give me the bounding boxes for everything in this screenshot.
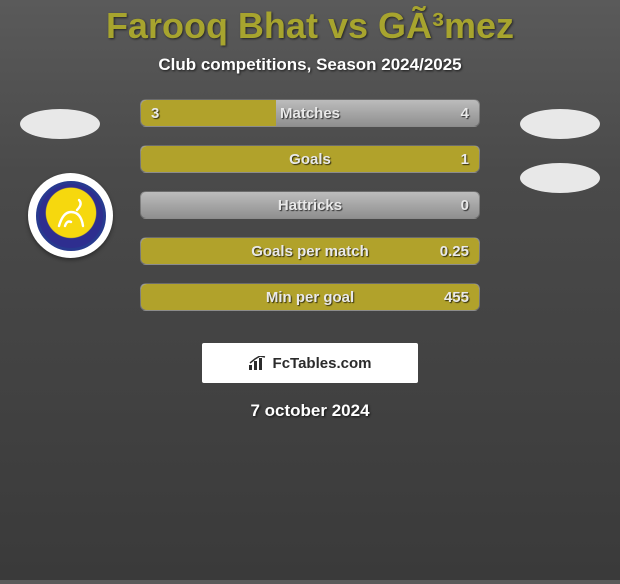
blasters-badge-icon — [36, 181, 106, 251]
stat-bar-label: Goals per match — [251, 238, 369, 264]
stat-bar-label: Goals — [289, 146, 331, 172]
stat-bar-value-left: 3 — [151, 100, 159, 126]
page-title: Farooq Bhat vs GÃ³mez — [0, 4, 620, 47]
subtitle: Club competitions, Season 2024/2025 — [0, 55, 620, 75]
stat-bar-value-right: 4 — [461, 100, 469, 126]
stat-bar-value-right: 1 — [461, 146, 469, 172]
stat-bar-label: Hattricks — [278, 192, 342, 218]
player1-club-badge — [28, 173, 113, 258]
player2-name: GÃ³mez — [378, 5, 514, 46]
stat-bar-row: Hattricks 0 — [140, 191, 480, 219]
attribution-badge[interactable]: FcTables.com — [202, 343, 418, 383]
vs-text: vs — [328, 5, 368, 46]
stat-bar-label: Min per goal — [266, 284, 354, 310]
chart-icon — [249, 356, 267, 370]
date-text: 7 october 2024 — [250, 401, 369, 421]
stat-bar-value-right: 0.25 — [440, 238, 469, 264]
attribution-text: FcTables.com — [273, 355, 372, 372]
stat-bars: Matches 3 4 Goals 1 Hattricks 0 Goals per match… — [140, 99, 480, 329]
stat-bar-value-right: 455 — [444, 284, 469, 310]
player1-name: Farooq Bhat — [106, 5, 318, 46]
stat-bar-value-right: 0 — [461, 192, 469, 218]
stat-bar-label: Matches — [280, 100, 340, 126]
player2-club-badge — [520, 163, 600, 193]
player2-avatar — [520, 109, 600, 139]
stat-bar-row: Goals 1 — [140, 145, 480, 173]
stat-bar-fill — [141, 100, 276, 126]
stat-bar-row: Min per goal 455 — [140, 283, 480, 311]
player1-avatar — [20, 109, 100, 139]
stat-bar-row: Matches 3 4 — [140, 99, 480, 127]
stat-bar-row: Goals per match 0.25 — [140, 237, 480, 265]
